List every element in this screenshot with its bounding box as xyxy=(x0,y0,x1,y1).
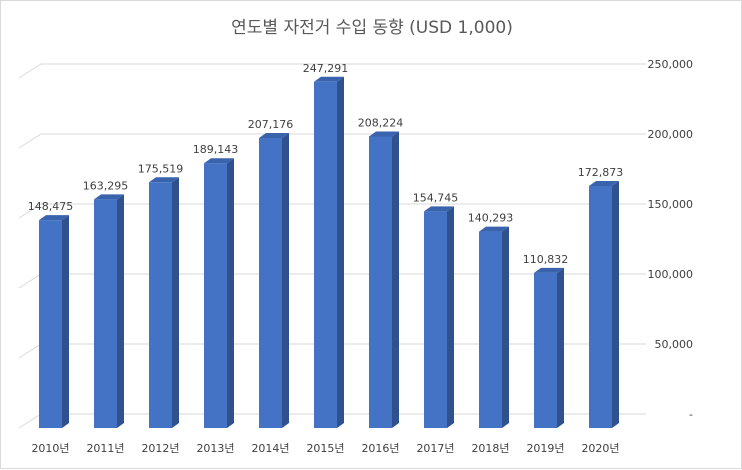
y-tick-label: 150,000 xyxy=(648,198,694,211)
x-tick-label: 2017년 xyxy=(416,442,454,455)
bar-top xyxy=(589,180,619,186)
bar-top xyxy=(204,158,234,164)
bar-top xyxy=(369,131,399,137)
y-tick-label: 200,000 xyxy=(648,128,694,141)
x-tick-label: 2013년 xyxy=(196,442,234,455)
x-tick-label: 2012년 xyxy=(141,442,179,455)
data-label: 154,745 xyxy=(413,191,459,204)
bar xyxy=(479,226,509,428)
x-axis: 2010년 2011년 2012년 2013년 2014년 2015년 2016년 2017년… xyxy=(31,442,619,455)
bar-top xyxy=(534,267,564,273)
bar-top xyxy=(424,206,454,212)
bar-side xyxy=(612,180,619,428)
bar-front xyxy=(94,199,117,428)
gridline xyxy=(18,63,646,79)
bar xyxy=(534,267,564,428)
bar-side xyxy=(392,131,399,429)
bar-side xyxy=(447,206,454,428)
bar-front xyxy=(314,81,337,428)
bar-side xyxy=(502,226,509,428)
x-tick-label: 2015년 xyxy=(306,442,344,455)
data-label: 172,873 xyxy=(578,166,624,179)
bar xyxy=(39,215,69,428)
chart-title: 연도별 자전거 수입 동향 (USD 1,000) xyxy=(231,18,513,38)
bar-side xyxy=(117,194,124,428)
bar-front xyxy=(259,137,282,428)
bar xyxy=(589,180,619,428)
bar xyxy=(94,194,124,428)
gridline xyxy=(18,203,646,219)
x-tick-label: 2016년 xyxy=(361,442,399,455)
x-tick-label: 2014년 xyxy=(251,442,289,455)
bar-front xyxy=(369,136,392,429)
bar-side xyxy=(337,76,344,428)
data-label: 247,291 xyxy=(303,62,349,75)
data-label: 148,475 xyxy=(28,200,74,213)
bar-top xyxy=(94,194,124,200)
bar-front xyxy=(424,211,447,428)
bar-side xyxy=(227,158,234,428)
data-label: 207,176 xyxy=(248,118,294,131)
data-label: 140,293 xyxy=(468,212,514,225)
y-tick-label: 250,000 xyxy=(648,58,694,71)
bar xyxy=(314,76,344,428)
x-tick-label: 2020년 xyxy=(581,442,619,455)
data-labels: 148,475 163,295 175,519 189,143 207,176 247,2… xyxy=(28,62,624,266)
bar-top xyxy=(259,132,289,138)
bar-side xyxy=(557,267,564,428)
bar-top xyxy=(314,76,344,82)
bar-top xyxy=(39,215,69,221)
bar-front xyxy=(149,182,172,428)
y-tick-label: 100,000 xyxy=(648,268,694,281)
bar-front xyxy=(534,272,557,428)
data-label: 175,519 xyxy=(138,162,184,175)
data-label: 189,143 xyxy=(193,143,239,156)
bar-top xyxy=(149,177,179,183)
bar-front xyxy=(204,163,227,428)
data-label: 208,224 xyxy=(358,116,404,129)
bars xyxy=(39,76,619,429)
data-label: 163,295 xyxy=(83,179,129,192)
bar xyxy=(369,131,399,429)
y-tick-label: - xyxy=(689,408,693,421)
bar-front xyxy=(479,231,502,428)
x-tick-label: 2010년 xyxy=(31,442,69,455)
bar-top xyxy=(479,226,509,232)
bar xyxy=(259,132,289,428)
bar-front xyxy=(589,185,612,428)
x-tick-label: 2019년 xyxy=(526,442,564,455)
x-tick-label: 2018년 xyxy=(471,442,509,455)
bar xyxy=(424,206,454,428)
x-tick-label: 2011년 xyxy=(86,442,124,455)
data-label: 110,832 xyxy=(523,253,569,266)
bar-side xyxy=(282,132,289,428)
bar xyxy=(149,177,179,428)
bar-side xyxy=(172,177,179,428)
bar xyxy=(204,158,234,428)
gridline xyxy=(18,133,646,149)
bar-front xyxy=(39,220,62,428)
bar-side xyxy=(62,215,69,428)
y-axis: - 50,000 100,000 150,000 200,000 250,000 xyxy=(648,58,694,421)
y-tick-label: 50,000 xyxy=(655,338,694,351)
